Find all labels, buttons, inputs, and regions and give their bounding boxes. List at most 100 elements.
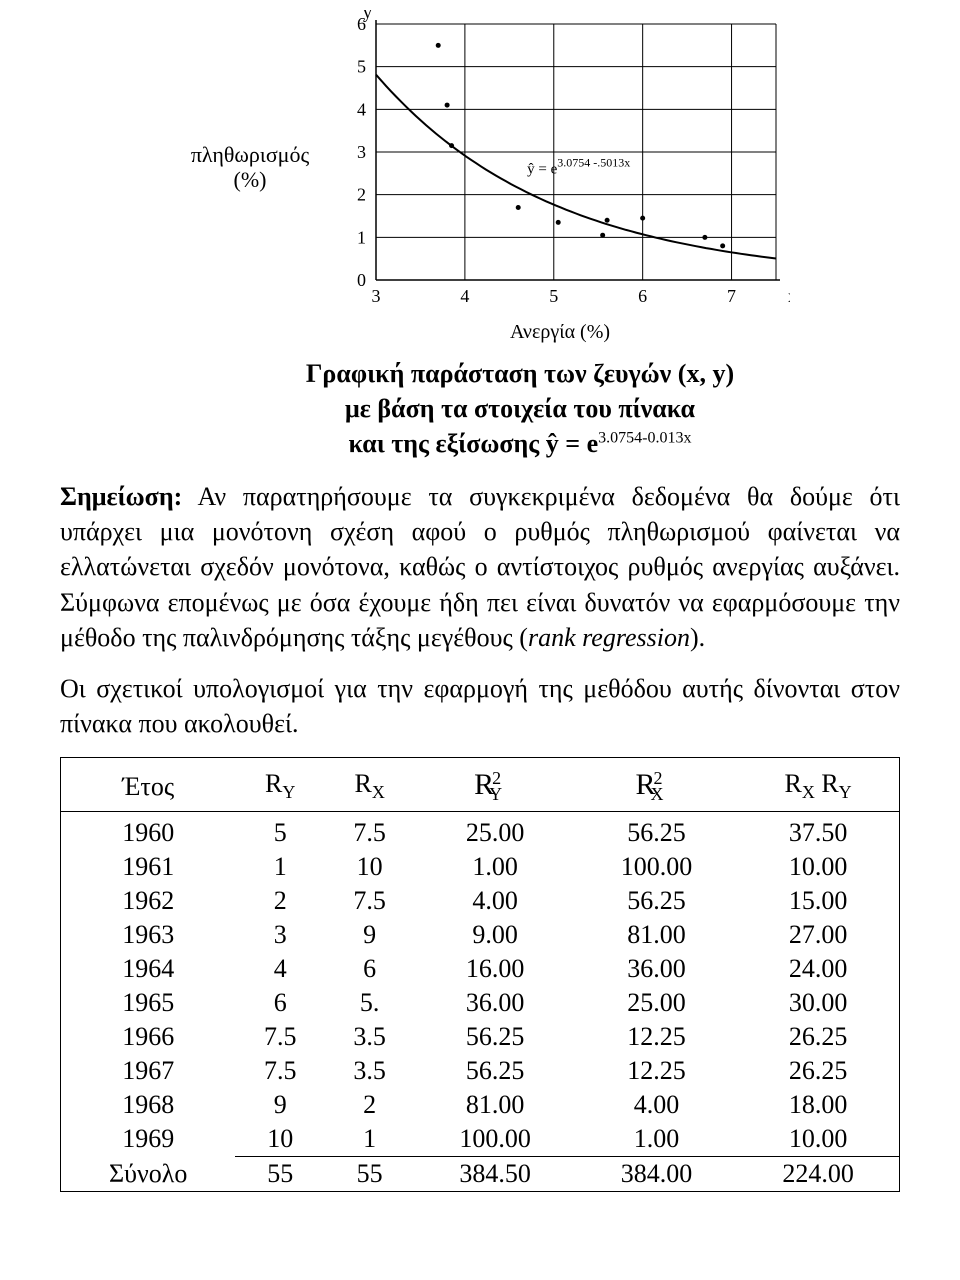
table-cell: 1965 (61, 986, 236, 1020)
col-ry: RY (235, 757, 324, 811)
svg-text:x: x (788, 286, 790, 306)
table-row: 19667.53.556.2512.2526.25 (61, 1020, 900, 1054)
table-row: 196565.36.0025.0030.00 (61, 986, 900, 1020)
table-cell: 56.25 (576, 812, 737, 851)
table-cell: 1961 (61, 850, 236, 884)
table-cell: 1966 (61, 1020, 236, 1054)
chart-region: πληθωρισμός (%) 345670123456yxŷ = e3.075… (170, 10, 790, 344)
table-cell: 56.25 (414, 1020, 575, 1054)
note-text-2: ). (690, 623, 705, 652)
svg-text:6: 6 (638, 286, 647, 306)
table-row: 196057.525.0056.2537.50 (61, 812, 900, 851)
table-cell: 1969 (61, 1122, 236, 1157)
table-cell: 81.00 (576, 918, 737, 952)
table-cell: 10.00 (737, 850, 899, 884)
table-cell: 25.00 (576, 986, 737, 1020)
table-cell: 1968 (61, 1088, 236, 1122)
table-cell: 9.00 (414, 918, 575, 952)
scatter-chart: 345670123456yxŷ = e3.0754 -.5013x (330, 10, 790, 320)
table-cell: 37.50 (737, 812, 899, 851)
svg-text:2: 2 (357, 185, 366, 205)
col-rx2: R2X (576, 757, 737, 811)
table-cell: 27.00 (737, 918, 899, 952)
svg-text:7: 7 (727, 286, 736, 306)
caption-line-3: και της εξίσωσης ŷ = e3.0754-0.013x (240, 426, 800, 461)
chart-ylabel: πληθωρισμός (%) (170, 143, 330, 191)
total-cell: 224.00 (737, 1157, 899, 1192)
total-cell: 384.50 (414, 1157, 575, 1192)
table-cell: 3.5 (325, 1020, 414, 1054)
svg-text:4: 4 (357, 99, 366, 119)
table-total-row: Σύνολο5555384.50384.00224.00 (61, 1157, 900, 1192)
rank-table: Έτος RY RX R2Y R2X RX RY 196057.525.0056… (60, 757, 900, 1192)
table-cell: 6 (325, 952, 414, 986)
caption-line-2: με βάση τα στοιχεία του πίνακα (240, 391, 800, 426)
svg-text:4: 4 (460, 286, 469, 306)
table-row: 19644616.0036.0024.00 (61, 952, 900, 986)
note-italic: rank regression (528, 623, 690, 652)
table-cell: 15.00 (737, 884, 899, 918)
figure-caption: Γραφική παράσταση των ζευγών (x, y) με β… (240, 356, 800, 461)
svg-text:5: 5 (549, 286, 558, 306)
col-ry2: R2Y (414, 757, 575, 811)
table-cell: 81.00 (414, 1088, 575, 1122)
table-cell: 4.00 (576, 1088, 737, 1122)
table-cell: 1.00 (414, 850, 575, 884)
table-cell: 56.25 (414, 1054, 575, 1088)
note-text-1: Αν παρατηρήσουμε τα συγκεκριμένα δεδομέν… (60, 482, 900, 651)
table-cell: 1.00 (576, 1122, 737, 1157)
table-cell: 100.00 (576, 850, 737, 884)
table-cell: 4.00 (414, 884, 575, 918)
table-cell: 1 (325, 1122, 414, 1157)
table-row: 196227.54.0056.2515.00 (61, 884, 900, 918)
svg-text:3: 3 (372, 286, 381, 306)
table-cell: 26.25 (737, 1020, 899, 1054)
table-row: 1963399.0081.0027.00 (61, 918, 900, 952)
table-cell: 56.25 (576, 884, 737, 918)
table-cell: 6 (235, 986, 324, 1020)
table-header-row: Έτος RY RX R2Y R2X RX RY (61, 757, 900, 811)
table-cell: 2 (325, 1088, 414, 1122)
svg-text:ŷ = e3.0754 -.5013x: ŷ = e3.0754 -.5013x (527, 155, 630, 177)
table-cell: 100.00 (414, 1122, 575, 1157)
caption-line-1: Γραφική παράσταση των ζευγών (x, y) (240, 356, 800, 391)
table-cell: 7.5 (235, 1020, 324, 1054)
ylabel-line1: πληθωρισμός (191, 142, 309, 167)
table-cell: 3 (235, 918, 324, 952)
table-cell: 12.25 (576, 1054, 737, 1088)
svg-text:5: 5 (357, 57, 366, 77)
col-year: Έτος (61, 757, 236, 811)
table-cell: 2 (235, 884, 324, 918)
table-cell: 10 (235, 1122, 324, 1157)
table-cell: 7.5 (235, 1054, 324, 1088)
total-cell: 55 (325, 1157, 414, 1192)
svg-text:y: y (363, 10, 372, 22)
table-cell: 5 (235, 812, 324, 851)
table-cell: 1 (235, 850, 324, 884)
table-cell: 7.5 (325, 884, 414, 918)
table-cell: 1967 (61, 1054, 236, 1088)
svg-text:0: 0 (357, 270, 366, 290)
table-cell: 5. (325, 986, 414, 1020)
total-cell: 384.00 (576, 1157, 737, 1192)
note-paragraph-2: Οι σχετικοί υπολογισμοί για την εφαρμογή… (60, 671, 900, 741)
table-cell: 10 (325, 850, 414, 884)
chart-xlabel-below: Ανεργία (%) (510, 321, 610, 343)
total-cell: 55 (235, 1157, 324, 1192)
table-row: 1969101100.001.0010.00 (61, 1122, 900, 1157)
table-row: 19677.53.556.2512.2526.25 (61, 1054, 900, 1088)
note-label: Σημείωση: (60, 482, 182, 511)
col-rx: RX (325, 757, 414, 811)
table-row: 19611101.00100.0010.00 (61, 850, 900, 884)
table-cell: 10.00 (737, 1122, 899, 1157)
svg-text:3: 3 (357, 142, 366, 162)
ylabel-line2: (%) (234, 167, 267, 192)
total-label: Σύνολο (61, 1157, 236, 1192)
table-cell: 9 (325, 918, 414, 952)
table-cell: 4 (235, 952, 324, 986)
table-row: 19689281.004.0018.00 (61, 1088, 900, 1122)
table-cell: 7.5 (325, 812, 414, 851)
table-cell: 36.00 (414, 986, 575, 1020)
table-cell: 1963 (61, 918, 236, 952)
svg-text:1: 1 (357, 227, 366, 247)
